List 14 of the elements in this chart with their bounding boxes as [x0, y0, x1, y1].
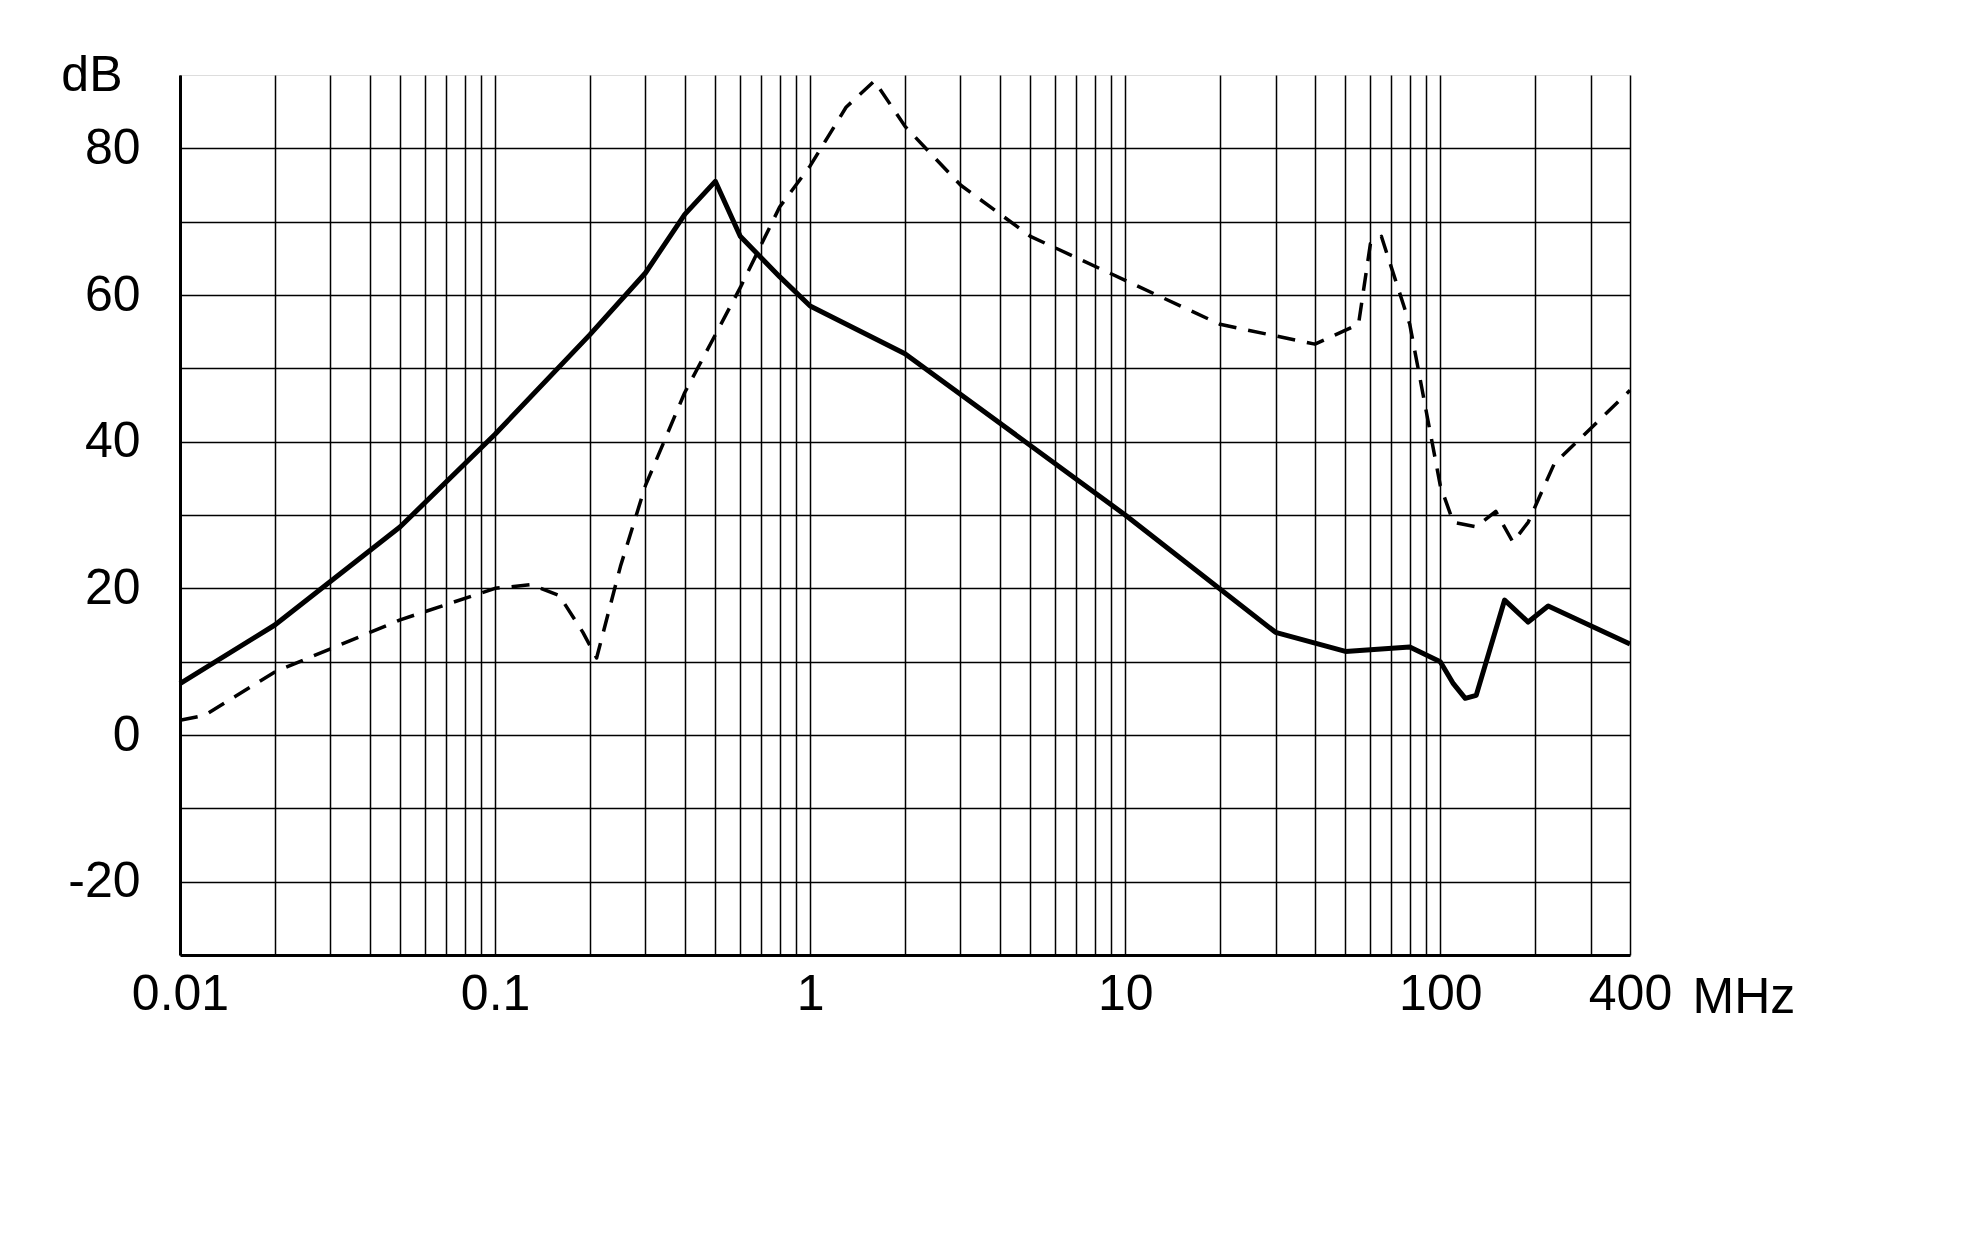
y-tick-label: 60	[84, 265, 141, 322]
x-tick-label: 0.01	[131, 964, 230, 1021]
x-tick-label: 1	[796, 964, 825, 1021]
y-axis-title: dB	[61, 45, 123, 102]
x-tick-label: 10	[1097, 964, 1154, 1021]
y-tick-label: 40	[84, 412, 141, 469]
x-tick-label: 0.1	[460, 964, 531, 1021]
y-tick-label: 80	[84, 118, 141, 175]
y-tick-label: 0	[112, 705, 141, 762]
y-tick-label: 20	[84, 558, 141, 615]
x-tick-label: 100	[1399, 964, 1483, 1021]
x-axis-title: MHz	[1692, 967, 1796, 1024]
x-tick-label: 400	[1588, 964, 1673, 1021]
y-tick-label: -20	[68, 852, 141, 909]
